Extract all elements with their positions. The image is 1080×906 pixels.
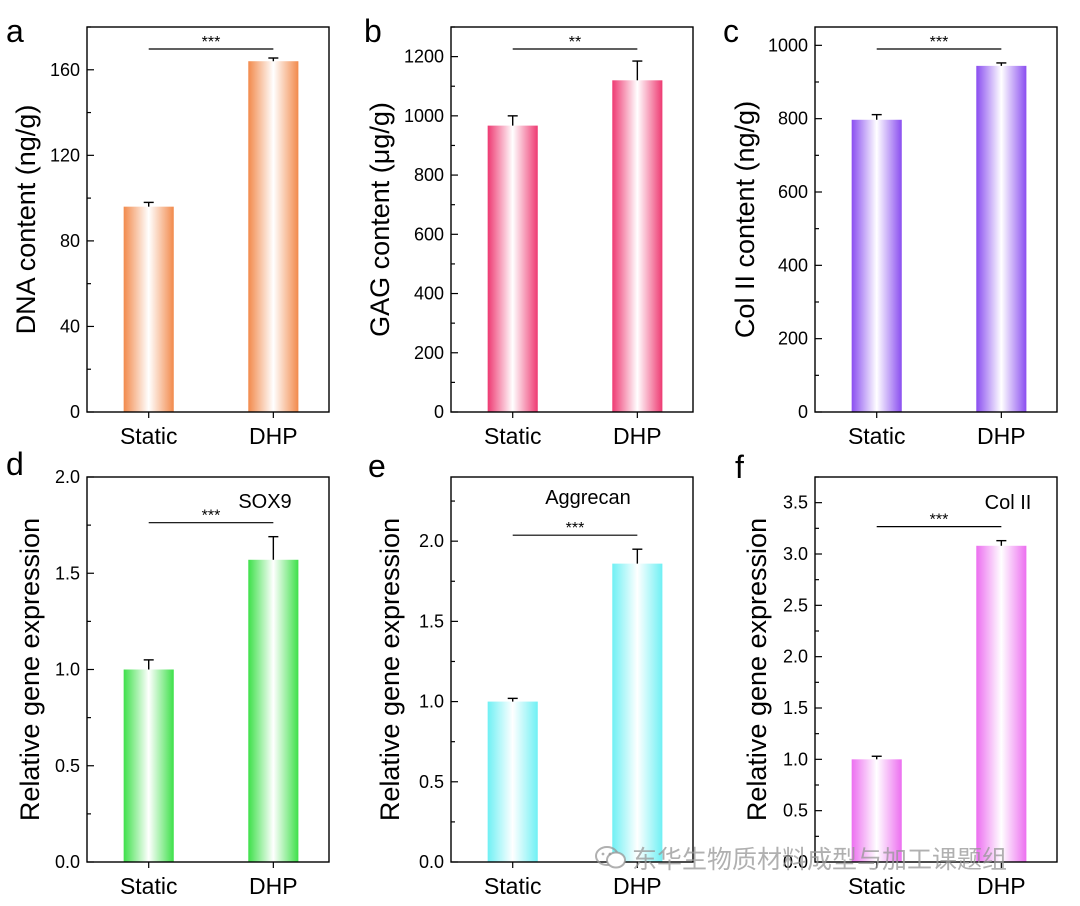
y-tick-label: 1000: [404, 106, 444, 126]
y-tick-label: 0.5: [55, 756, 80, 776]
panel-letter: f: [735, 449, 744, 485]
axes-frame: [450, 476, 694, 863]
x-tick-label-dhp: DHP: [977, 873, 1026, 899]
panel-letter: c: [723, 13, 739, 49]
bar-dhp: [612, 563, 663, 862]
y-axis-label: Relative gene expression: [742, 518, 772, 821]
watermark-text: 东华生物质材料成型与加工课题组: [632, 845, 1008, 874]
y-tick-label: 40: [60, 316, 80, 336]
y-tick-label: 1.5: [419, 611, 444, 631]
y-tick-label: 1.5: [55, 563, 80, 583]
y-tick-label: 2.0: [783, 647, 808, 667]
gene-annotation: Col II: [985, 492, 1032, 514]
axes-frame: [814, 476, 1058, 863]
panel-letter: e: [368, 448, 386, 484]
y-tick-label: 1.0: [783, 749, 808, 769]
panel-d: 0.0 0.5 1.0 1.5 2.0 Static DHP Relative gene ex…: [6, 446, 330, 899]
x-tick-label-dhp: DHP: [249, 873, 298, 899]
x-tick-label-static: Static: [120, 873, 178, 899]
bar-static: [123, 206, 174, 412]
y-tick-label: 0.0: [783, 852, 808, 872]
bar-dhp: [248, 559, 299, 862]
y-tick-label: 0.5: [419, 772, 444, 792]
y-axis-label: GAG content (μg/g): [365, 102, 395, 337]
significance-stars: ***: [930, 34, 949, 51]
y-tick-label: 1.0: [419, 692, 444, 712]
chat-bubble-icon: [595, 846, 626, 869]
x-tick-label-static: Static: [848, 423, 906, 449]
y-tick-label: 0.0: [419, 852, 444, 872]
panel-letter: d: [6, 446, 24, 482]
y-tick-label: 800: [778, 109, 808, 129]
panel-letter: a: [6, 13, 24, 49]
bar-static: [851, 759, 902, 862]
significance-stars: **: [569, 34, 581, 51]
significance-stars: ***: [202, 34, 221, 51]
bar-static: [851, 119, 902, 413]
panel-c: 0 200 400 600 800 1000 Static DHP Col II content…: [723, 13, 1058, 449]
axes-frame: [814, 26, 1058, 413]
significance-stars: ***: [930, 512, 949, 529]
y-tick-label: 600: [778, 182, 808, 202]
y-tick-label: 0.0: [55, 852, 80, 872]
bar-static: [487, 701, 538, 862]
bar-dhp: [976, 65, 1027, 412]
y-tick-label: 400: [778, 255, 808, 275]
y-tick-label: 0.5: [783, 801, 808, 821]
panel-b: 0 200 400 600 800 1000 1200 Static DHP GAG conten…: [364, 13, 694, 449]
axes-frame: [450, 26, 694, 413]
x-tick-label-dhp: DHP: [613, 423, 662, 449]
y-axis-label: DNA content (ng/g): [11, 105, 41, 335]
y-tick-label: 0: [434, 402, 444, 422]
x-tick-label-static: Static: [484, 873, 542, 899]
watermark: 东华生物质材料成型与加工课题组: [592, 840, 1007, 876]
y-tick-label: 160: [50, 60, 80, 80]
x-tick-label-static: Static: [848, 873, 906, 899]
y-tick-label: 2.5: [783, 595, 808, 615]
y-tick-label: 1.0: [55, 660, 80, 680]
x-tick-label-static: Static: [120, 423, 178, 449]
x-tick-label-static: Static: [484, 423, 542, 449]
x-tick-label-dhp: DHP: [249, 423, 298, 449]
x-tick-label-dhp: DHP: [613, 873, 662, 899]
bar-dhp: [612, 80, 663, 413]
bar-static: [123, 669, 174, 862]
gene-annotation: SOX9: [238, 491, 291, 513]
y-tick-label: 0: [798, 402, 808, 422]
y-tick-label: 1200: [404, 47, 444, 67]
y-axis-label: Relative gene expression: [15, 518, 45, 821]
y-tick-label: 200: [414, 343, 444, 363]
bar-dhp: [248, 61, 299, 412]
x-tick-label-dhp: DHP: [977, 423, 1026, 449]
y-tick-label: 2.0: [419, 531, 444, 551]
y-tick-label: 2.0: [55, 467, 80, 487]
panel-e: 0.0 0.5 1.0 1.5 2.0 Static DHP Relative gene ex…: [368, 448, 694, 899]
significance-stars: ***: [202, 508, 221, 525]
panel-a: 0 40 80 120 160 Static DHP DNA content (ng/g) a *…: [6, 13, 330, 449]
y-tick-label: 120: [50, 145, 80, 165]
y-axis-label: Col II content (ng/g): [730, 101, 760, 338]
bar-static: [487, 125, 538, 412]
y-axis-label: Relative gene expression: [375, 518, 405, 821]
gene-annotation: Aggrecan: [545, 487, 631, 509]
y-tick-label: 80: [60, 231, 80, 251]
y-tick-label: 3.5: [783, 493, 808, 513]
y-tick-label: 1000: [768, 35, 808, 55]
significance-stars: ***: [566, 520, 585, 537]
bar-dhp: [976, 545, 1027, 862]
y-tick-label: 1.5: [783, 698, 808, 718]
y-tick-label: 3.0: [783, 544, 808, 564]
y-tick-label: 400: [414, 284, 444, 304]
y-tick-label: 200: [778, 329, 808, 349]
panel-f: 0.0 0.5 1.0 1.5 2.0 2.5 3.0 3.5 Static DHP Relativ…: [735, 449, 1058, 899]
panel-letter: b: [364, 13, 382, 49]
y-tick-label: 600: [414, 224, 444, 244]
y-tick-label: 0: [70, 402, 80, 422]
axes-frame: [86, 26, 330, 413]
y-tick-label: 800: [414, 165, 444, 185]
